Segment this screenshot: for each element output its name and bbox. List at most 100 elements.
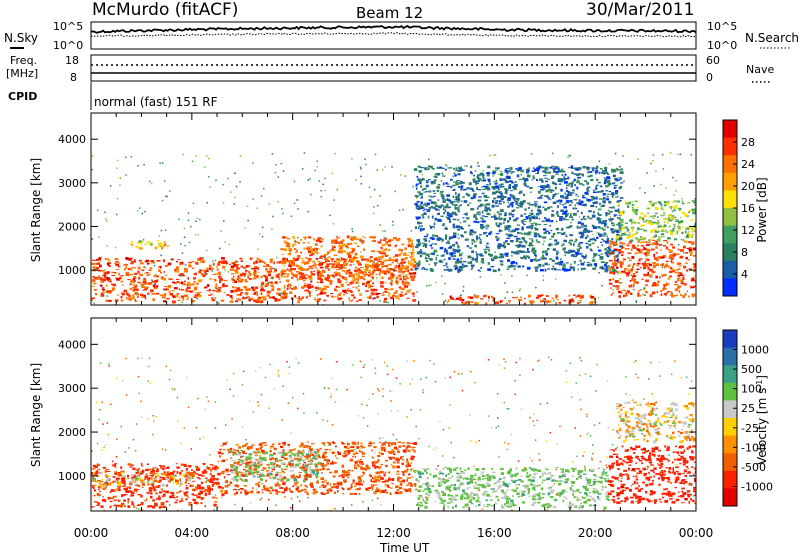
heatmap-cell (605, 185, 609, 188)
heatmap-cell (376, 250, 381, 253)
heatmap-cell (352, 248, 356, 251)
heatmap-cell (471, 190, 476, 192)
heatmap-cell (160, 465, 164, 468)
heatmap-cell (204, 273, 207, 275)
heatmap-cell (505, 190, 508, 194)
heatmap-cell (97, 502, 100, 506)
heatmap-cell (524, 232, 526, 234)
heatmap-cell (564, 210, 568, 212)
heatmap-cell (373, 269, 378, 271)
heatmap-cell (207, 487, 212, 490)
heatmap-cell (216, 268, 219, 271)
heatmap-cell (552, 232, 556, 236)
heatmap-cell (445, 234, 448, 238)
heatmap-cell (506, 291, 509, 294)
heatmap-cell (586, 198, 589, 202)
heatmap-cell (591, 196, 595, 199)
heatmap-cell (417, 195, 419, 197)
heatmap-cell (204, 285, 207, 287)
heatmap-cell (327, 274, 331, 277)
heatmap-cell (454, 174, 457, 177)
heatmap-cell (622, 271, 626, 273)
heatmap-cell (363, 277, 366, 281)
heatmap-cell (407, 269, 409, 273)
heatmap-cell (302, 168, 304, 170)
heatmap-cell (595, 168, 598, 170)
heatmap-cell (374, 258, 378, 261)
heatmap-cell (372, 270, 374, 274)
heatmap-cell (509, 193, 512, 197)
heatmap-cell (549, 199, 552, 201)
heatmap-cell (396, 489, 400, 491)
heatmap-cell (593, 191, 597, 193)
heatmap-cell (332, 249, 336, 252)
heatmap-cell (218, 261, 223, 263)
heatmap-cell (581, 295, 584, 299)
heatmap-cell (115, 263, 119, 266)
heatmap-cell (520, 220, 525, 222)
heatmap-cell (184, 294, 187, 297)
heatmap-cell (642, 287, 646, 291)
heatmap-cell (137, 295, 139, 299)
heatmap-cell (419, 169, 422, 173)
heatmap-cell (160, 505, 164, 508)
heatmap-cell (166, 195, 168, 198)
heatmap-cell (251, 268, 253, 270)
heatmap-cell (299, 239, 303, 241)
heatmap-cell (515, 262, 518, 265)
heatmap-cell (183, 227, 186, 230)
heatmap-cell (525, 240, 528, 244)
heatmap-cell (608, 267, 612, 270)
heatmap-cell (105, 218, 107, 220)
heatmap-cell (527, 207, 530, 209)
heatmap-cell (342, 239, 345, 242)
heatmap-cell (505, 255, 508, 257)
heatmap-cell (96, 278, 100, 280)
heatmap-cell (630, 241, 633, 244)
heatmap-cell (608, 163, 611, 165)
heatmap-cell (354, 461, 358, 464)
heatmap-cell (262, 289, 266, 292)
heatmap-cell (464, 231, 467, 234)
heatmap-cell (531, 209, 533, 212)
heatmap-cell (490, 258, 493, 261)
heatmap-cell (144, 475, 149, 478)
heatmap-cell (358, 271, 362, 274)
heatmap-cell (511, 291, 514, 293)
heatmap-cell (516, 250, 521, 253)
heatmap-cell (127, 293, 130, 297)
heatmap-cell (537, 207, 540, 209)
heatmap-cell (502, 244, 506, 247)
heatmap-cell (299, 445, 303, 448)
heatmap-cell (141, 486, 144, 488)
heatmap-cell (282, 212, 284, 215)
heatmap-cell (157, 266, 161, 268)
heatmap-cell (163, 244, 165, 247)
heatmap-cell (618, 210, 621, 214)
heatmap-cell (388, 239, 392, 243)
heatmap-cell (221, 470, 225, 473)
heatmap-cell (668, 275, 672, 278)
heatmap-cell (433, 192, 436, 194)
heatmap-cell (132, 467, 136, 470)
heatmap-cell (673, 194, 675, 196)
heatmap-cell (416, 216, 421, 220)
heatmap-cell (424, 239, 427, 242)
heatmap-cell (577, 248, 580, 252)
heatmap-cell (614, 285, 617, 288)
heatmap-cell (645, 253, 648, 256)
heatmap-cell (316, 269, 320, 271)
heatmap-cell (556, 211, 559, 214)
heatmap-cell (503, 241, 507, 244)
heatmap-cell (132, 280, 136, 282)
heatmap-cell (448, 199, 451, 201)
heatmap-cell (506, 237, 511, 239)
heatmap-cell (357, 268, 361, 271)
heatmap-cell (133, 476, 137, 480)
heatmap-cell (670, 293, 674, 297)
heatmap-cell (441, 275, 443, 277)
heatmap-cell (657, 280, 660, 284)
heatmap-cell (626, 268, 629, 270)
heatmap-cell (176, 471, 179, 474)
heatmap-cell (575, 251, 579, 255)
